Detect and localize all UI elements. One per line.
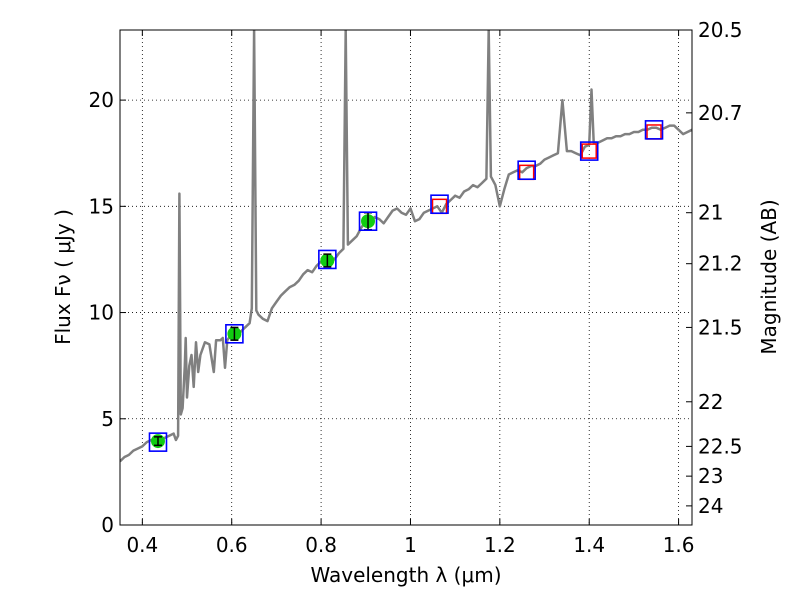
markers-layer — [148, 120, 664, 452]
x-tick-label: 0.6 — [216, 533, 248, 557]
right-y-tick-label: 22 — [698, 390, 723, 414]
x-axis-label: Wavelength λ (μm) — [310, 563, 501, 587]
right-y-tick-label: 20.7 — [698, 101, 743, 125]
right-y-tick-label: 20.5 — [698, 18, 743, 42]
model-blue-square — [148, 432, 168, 452]
right-y-tick-label: 23 — [698, 464, 723, 488]
y-tick-label: 10 — [89, 301, 114, 325]
model-blue-square — [517, 160, 536, 181]
right-y-tick-label: 24 — [698, 494, 723, 518]
y-axis-label: Flux Fν ( μJy ) — [51, 209, 75, 345]
model-blue-square — [430, 194, 449, 215]
model-blue-square — [579, 141, 599, 161]
x-tick-label: 1.2 — [484, 533, 516, 557]
axis-ticks: 0.4 0.6 0.8 1 1.2 1.4 1.6 0 5 10 15 20 20.5 20.7 21 21.… — [89, 18, 743, 557]
y-tick-label: 0 — [101, 513, 114, 537]
right-y-axis-label: Magnitude (AB) — [757, 199, 781, 354]
plot-frame — [119, 29, 693, 526]
model-blue-square — [644, 120, 664, 140]
spectrum-line — [120, 30, 692, 463]
x-tick-label: 1.6 — [663, 533, 695, 557]
model-blue-square — [318, 249, 337, 270]
model-red-square — [581, 143, 597, 159]
y-tick-label: 20 — [89, 88, 114, 112]
x-tick-label: 0.8 — [305, 533, 337, 557]
right-y-tick-label: 21.5 — [698, 315, 743, 339]
right-y-tick-label: 21 — [698, 201, 723, 225]
x-tick-label: 0.4 — [126, 533, 158, 557]
model-blue-square — [225, 323, 244, 344]
x-tick-label: 1 — [404, 533, 417, 557]
spectrum-layer — [120, 30, 692, 463]
x-tick-label: 1.4 — [573, 533, 605, 557]
y-tick-label: 15 — [89, 194, 114, 218]
plot-background — [120, 30, 692, 525]
right-y-tick-label: 21.2 — [698, 252, 743, 276]
model-blue-square — [358, 211, 378, 232]
right-y-tick-label: 22.5 — [698, 434, 743, 458]
y-tick-label: 5 — [101, 407, 114, 431]
